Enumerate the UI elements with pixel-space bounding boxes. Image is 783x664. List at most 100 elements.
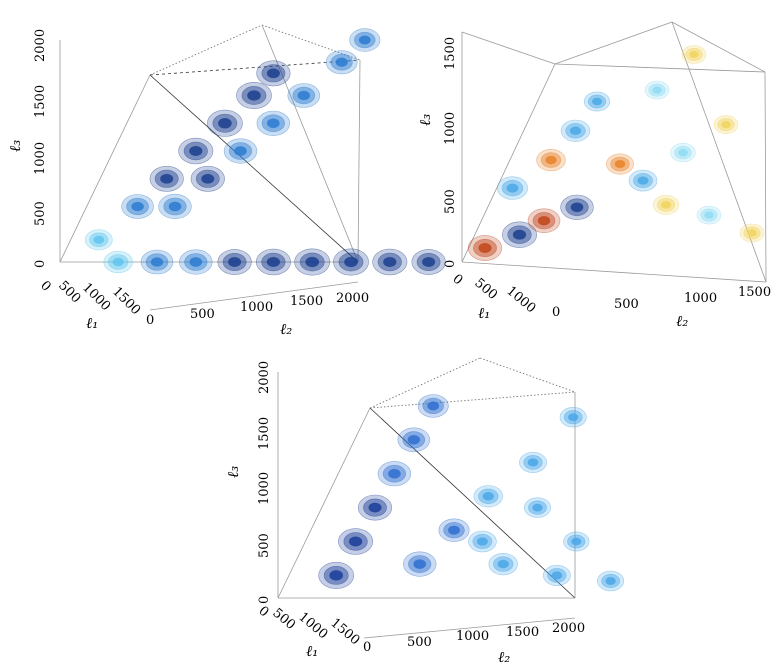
blob-8 <box>606 153 634 175</box>
tick-l2-500: 500 <box>614 297 639 312</box>
blob-17 <box>217 249 252 275</box>
blob-8-ring-2 <box>482 491 494 501</box>
blob-18-ring-2 <box>266 256 281 268</box>
tick-l3-1000: 1000 <box>257 472 272 505</box>
blob-10 <box>559 407 587 428</box>
frame-edges <box>277 357 576 599</box>
blob-16-ring-2 <box>189 257 203 267</box>
blob-2-ring-2 <box>160 173 174 184</box>
blob-9 <box>519 451 547 473</box>
tick-l2-2000: 2000 <box>336 291 369 306</box>
blob-1 <box>338 528 374 555</box>
blob-15 <box>140 249 174 275</box>
blob-15-ring-2 <box>150 257 164 267</box>
blob-4-ring-2 <box>506 183 519 193</box>
blob-2 <box>149 165 184 192</box>
blob-14 <box>644 80 670 100</box>
axis-label-l2: ℓ₂ <box>676 312 688 330</box>
blob-5-ring-2 <box>427 401 440 411</box>
blob-1 <box>121 194 154 219</box>
blob-11-ring-2 <box>660 200 672 209</box>
blob-11 <box>488 552 518 576</box>
blob-14-ring-2 <box>652 86 662 94</box>
blob-4-ring-2 <box>407 434 421 445</box>
blob-9-ring-2 <box>637 176 649 185</box>
blob-4 <box>397 427 431 453</box>
blob-2 <box>527 208 561 233</box>
blob-6 <box>560 119 591 142</box>
blob-12 <box>190 165 225 192</box>
blob-10-ring-2 <box>266 118 280 129</box>
blobs-layer <box>84 28 446 276</box>
blob-19 <box>294 248 331 276</box>
tick-l2-500: 500 <box>190 307 215 322</box>
axis-l2: 0 500 1000 1500 ℓ₂ <box>552 285 771 330</box>
tick-l3-1500: 1500 <box>257 417 272 450</box>
axis-l3: 0 500 1000 1500 2000 ℓ₃ <box>224 361 279 604</box>
tick-l1-0: 0 <box>255 604 271 621</box>
blob-17-ring-2 <box>228 256 242 267</box>
axis-l1: 0 500 1000 1500 ℓ₁ <box>255 604 362 660</box>
blob-9-ring-2 <box>527 458 539 467</box>
tick-l2-1500: 1500 <box>738 285 771 300</box>
blob-16 <box>179 249 213 275</box>
tick-l3-2000: 2000 <box>33 29 48 62</box>
blob-1-ring-2 <box>131 201 144 212</box>
blob-2-ring-2 <box>537 215 551 226</box>
blob-11 <box>223 138 258 164</box>
blob-7-ring-2 <box>591 97 603 106</box>
tick-l3-2000: 2000 <box>257 361 272 394</box>
blob-16-ring-2 <box>532 503 543 512</box>
tick-l2-1500: 1500 <box>506 625 539 640</box>
blob-18 <box>255 248 291 276</box>
axis-label-l3: ℓ₃ <box>416 114 434 126</box>
blob-5 <box>236 82 272 110</box>
blob-0-ring-2 <box>329 570 344 581</box>
blob-4-ring-2 <box>217 118 232 129</box>
blob-13 <box>158 193 192 220</box>
blob-6-ring-2 <box>569 126 582 136</box>
blob-3-ring-2 <box>570 202 584 213</box>
blob-0 <box>84 229 113 251</box>
blob-15-ring-2 <box>571 537 582 546</box>
blob-7-ring-2 <box>358 35 371 45</box>
blob-8-ring-2 <box>614 159 626 169</box>
axis-label-l3: ℓ₃ <box>224 466 242 478</box>
blob-14 <box>468 530 497 553</box>
tick-l1-500: 500 <box>269 606 298 633</box>
blob-19-ring-2 <box>305 256 320 268</box>
blob-12-ring-2 <box>551 571 563 580</box>
blobs-layer <box>318 394 625 592</box>
tick-l2-0: 0 <box>363 640 371 655</box>
blob-22 <box>411 249 446 275</box>
tick-l2-1000: 1000 <box>240 300 273 315</box>
axis-label-l2: ℓ₂ <box>498 648 510 664</box>
axis-l2: 0 500 1000 1500 2000 ℓ₂ <box>363 617 585 664</box>
blob-14 <box>103 250 133 274</box>
tick-l2-1000: 1000 <box>456 629 489 644</box>
blob-3-ring-2 <box>189 145 203 157</box>
blob-11 <box>652 194 680 215</box>
blob-2-ring-2 <box>368 502 382 513</box>
blob-12 <box>543 564 571 586</box>
blob-8-ring-2 <box>335 57 348 67</box>
axis-label-l1: ℓ₁ <box>478 304 490 322</box>
blob-3 <box>560 194 594 220</box>
tick-l2-0: 0 <box>146 313 154 328</box>
blob-13-ring-2 <box>747 229 757 237</box>
tick-l2-1000: 1000 <box>684 291 717 306</box>
blob-9 <box>287 83 321 108</box>
axis-l2: 0 500 1000 1500 2000 ℓ₂ <box>146 281 369 338</box>
blob-11-ring-2 <box>497 559 509 569</box>
tick-l3-500: 500 <box>33 201 48 226</box>
blob-1-ring-2 <box>512 229 527 240</box>
tick-l3-500: 500 <box>443 189 458 214</box>
blob-5 <box>417 394 449 418</box>
tick-l3-1500: 1500 <box>443 37 458 70</box>
tick-l1-1500: 1500 <box>327 616 362 649</box>
axis-label-l1: ℓ₁ <box>306 642 318 660</box>
axis-label-l3: ℓ₃ <box>6 140 24 152</box>
tick-l2-2000: 2000 <box>552 621 585 636</box>
axis-label-l2: ℓ₂ <box>280 320 292 338</box>
